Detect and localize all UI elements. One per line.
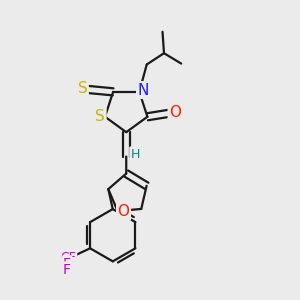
Text: S: S — [95, 109, 105, 124]
Text: S: S — [78, 81, 87, 96]
Text: H: H — [130, 148, 140, 161]
Text: CF: CF — [60, 251, 76, 264]
Text: F: F — [63, 263, 71, 277]
Text: O: O — [169, 105, 181, 120]
Text: N: N — [137, 82, 149, 98]
Text: F: F — [63, 257, 71, 271]
Text: O: O — [118, 204, 130, 219]
